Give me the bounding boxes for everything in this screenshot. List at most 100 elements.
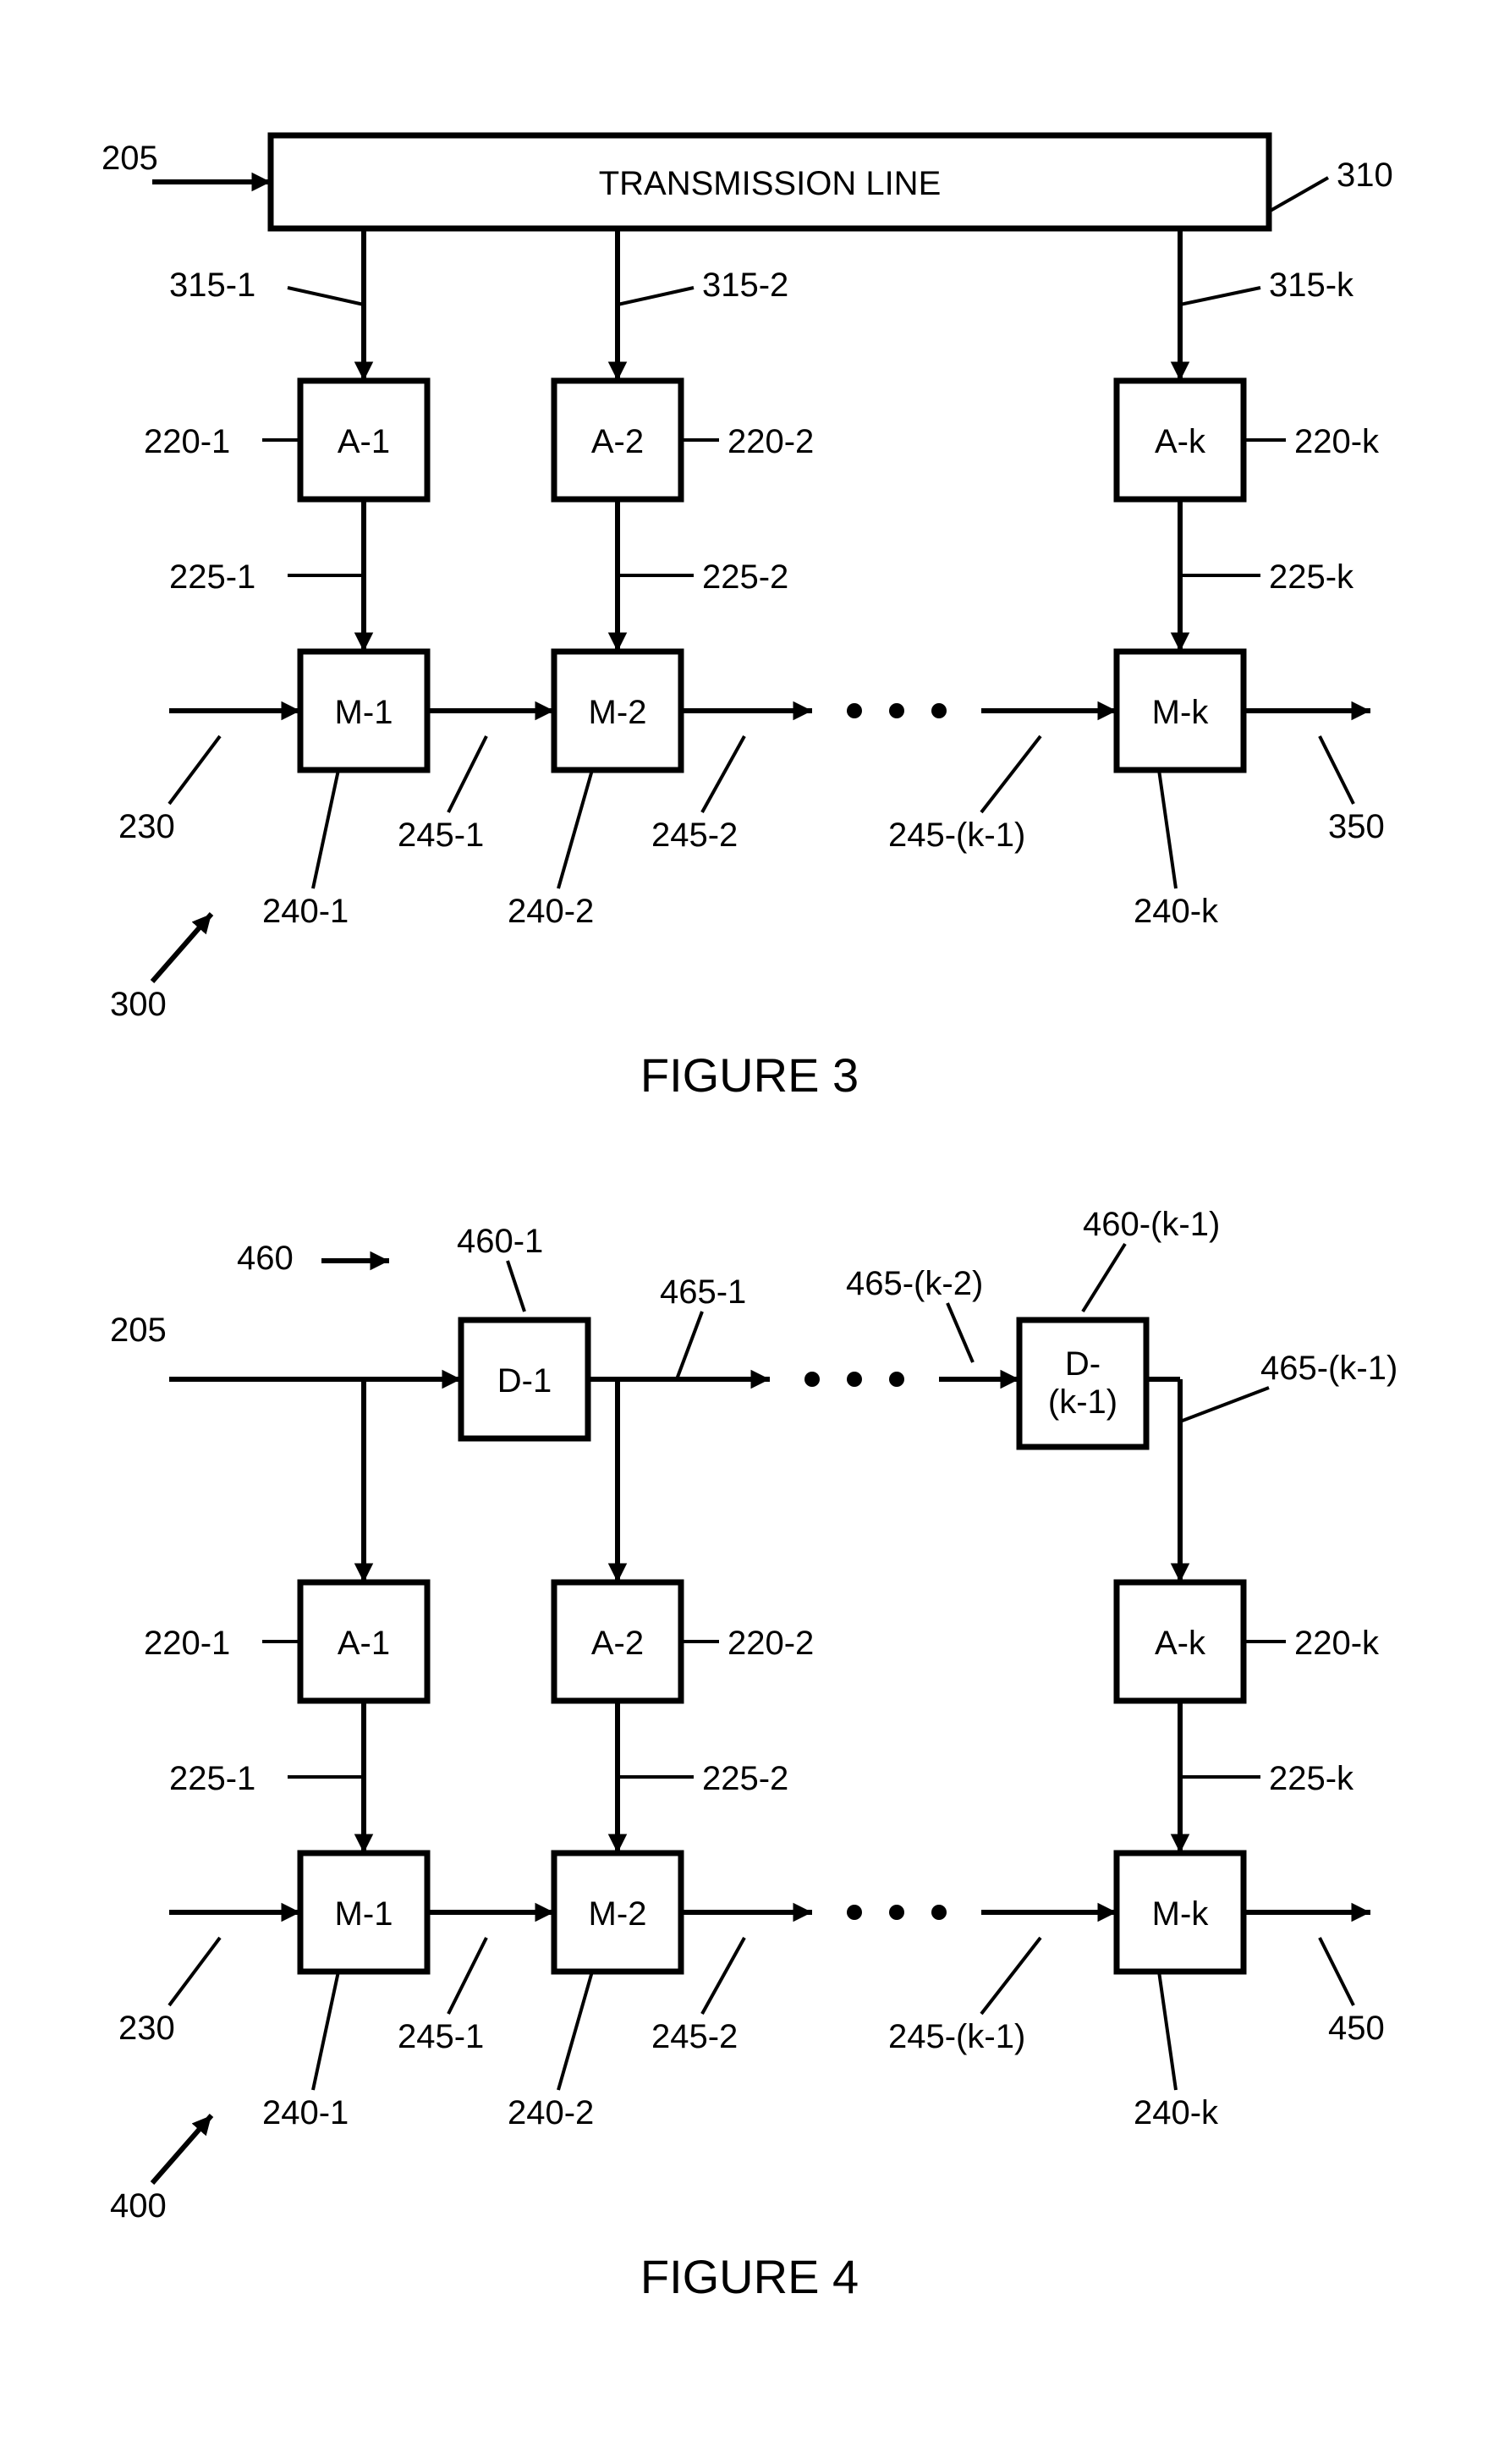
leader-245-km1 bbox=[981, 736, 1041, 812]
label-230: 230 bbox=[118, 808, 175, 845]
label-400: 400 bbox=[110, 2187, 167, 2225]
label-460-km1: 460-(k-1) bbox=[1083, 1206, 1220, 1243]
label-460-1: 460-1 bbox=[457, 1223, 543, 1260]
label-220-k-f4: 220-k bbox=[1294, 1625, 1380, 1662]
label-315-2: 315-2 bbox=[702, 267, 788, 304]
label-220-1-f4: 220-1 bbox=[144, 1625, 230, 1662]
leader-310 bbox=[1269, 178, 1328, 212]
label-315-k: 315-k bbox=[1269, 267, 1354, 304]
figure-3: TRANSMISSION LINE 205 310 315-1 315-2 31… bbox=[102, 135, 1393, 1102]
label-245-1-f4: 245-1 bbox=[398, 2018, 484, 2055]
leader-240-2-f4 bbox=[558, 1972, 592, 2090]
label-245-1: 245-1 bbox=[398, 817, 484, 854]
label-240-1: 240-1 bbox=[262, 893, 349, 930]
dots-m-1-f4 bbox=[847, 1905, 862, 1920]
label-220-2: 220-2 bbox=[728, 423, 814, 460]
leader-350 bbox=[1320, 736, 1353, 804]
leader-465-km1 bbox=[1180, 1388, 1269, 1422]
leader-245-1-f4 bbox=[448, 1938, 486, 2014]
leader-315-2 bbox=[618, 288, 694, 305]
box-d1-text: D-1 bbox=[497, 1362, 552, 1400]
box-mk-f4-text: M-k bbox=[1152, 1895, 1210, 1933]
box-dkm1-text2: (k-1) bbox=[1048, 1383, 1117, 1421]
label-240-k: 240-k bbox=[1134, 893, 1219, 930]
dots-m-1 bbox=[847, 703, 862, 718]
diagrams-svg: TRANSMISSION LINE 205 310 315-1 315-2 31… bbox=[0, 0, 1499, 2464]
dots-d-3 bbox=[889, 1372, 904, 1387]
box-m2-text: M-2 bbox=[589, 694, 647, 731]
leader-240-k bbox=[1159, 770, 1176, 888]
leader-240-k-f4 bbox=[1159, 1972, 1176, 2090]
leader-245-1 bbox=[448, 736, 486, 812]
dots-m-2-f4 bbox=[889, 1905, 904, 1920]
box-mk-text: M-k bbox=[1152, 694, 1210, 731]
label-245-km1-f4: 245-(k-1) bbox=[888, 2018, 1025, 2055]
arrow-300 bbox=[152, 914, 211, 982]
label-245-2-f4: 245-2 bbox=[651, 2018, 738, 2055]
label-225-k-f4: 225-k bbox=[1269, 1760, 1354, 1797]
label-245-km1: 245-(k-1) bbox=[888, 817, 1025, 854]
label-245-2: 245-2 bbox=[651, 817, 738, 854]
label-225-k: 225-k bbox=[1269, 558, 1354, 596]
label-230-f4: 230 bbox=[118, 2010, 175, 2047]
leader-465-1 bbox=[677, 1312, 702, 1379]
dots-m-2 bbox=[889, 703, 904, 718]
leader-460-1 bbox=[508, 1261, 524, 1312]
label-350: 350 bbox=[1328, 808, 1385, 845]
label-220-k: 220-k bbox=[1294, 423, 1380, 460]
box-m2-f4-text: M-2 bbox=[589, 1895, 647, 1933]
leader-465-km2 bbox=[947, 1303, 973, 1362]
label-240-k-f4: 240-k bbox=[1134, 2094, 1219, 2131]
label-465-km1: 465-(k-1) bbox=[1260, 1350, 1397, 1387]
box-ak-text: A-k bbox=[1155, 423, 1206, 460]
figure-3-caption: FIGURE 3 bbox=[640, 1048, 859, 1102]
label-205-f4: 205 bbox=[110, 1312, 167, 1349]
label-450: 450 bbox=[1328, 2010, 1385, 2047]
leader-460-km1 bbox=[1083, 1244, 1125, 1312]
label-205: 205 bbox=[102, 140, 158, 177]
box-m1-text: M-1 bbox=[335, 694, 393, 731]
label-225-1: 225-1 bbox=[169, 558, 255, 596]
label-240-1-f4: 240-1 bbox=[262, 2094, 349, 2131]
arrow-400 bbox=[152, 2115, 211, 2183]
transmission-line-label: TRANSMISSION LINE bbox=[599, 165, 942, 202]
box-dkm1-text1: D- bbox=[1065, 1345, 1101, 1383]
figure-4-caption: FIGURE 4 bbox=[640, 2250, 859, 2303]
box-a1-text: A-1 bbox=[338, 423, 390, 460]
label-460: 460 bbox=[237, 1240, 294, 1277]
label-240-2: 240-2 bbox=[508, 893, 594, 930]
leader-245-km1-f4 bbox=[981, 1938, 1041, 2014]
leader-240-1 bbox=[313, 770, 338, 888]
leader-230 bbox=[169, 736, 220, 804]
label-465-km2: 465-(k-2) bbox=[846, 1265, 983, 1302]
leader-315-k bbox=[1180, 288, 1260, 305]
box-a1-f4-text: A-1 bbox=[338, 1625, 390, 1662]
dots-d-1 bbox=[804, 1372, 820, 1387]
label-300: 300 bbox=[110, 986, 167, 1023]
box-a2-text: A-2 bbox=[591, 423, 644, 460]
leader-230-f4 bbox=[169, 1938, 220, 2005]
box-a2-f4-text: A-2 bbox=[591, 1625, 644, 1662]
dots-d-2 bbox=[847, 1372, 862, 1387]
leader-240-1-f4 bbox=[313, 1972, 338, 2090]
leader-245-2-f4 bbox=[702, 1938, 744, 2014]
leader-240-2 bbox=[558, 770, 592, 888]
label-225-1-f4: 225-1 bbox=[169, 1760, 255, 1797]
leader-315-1 bbox=[288, 288, 364, 305]
label-465-1: 465-1 bbox=[660, 1273, 746, 1311]
page: TRANSMISSION LINE 205 310 315-1 315-2 31… bbox=[0, 0, 1499, 2464]
label-220-1: 220-1 bbox=[144, 423, 230, 460]
label-240-2-f4: 240-2 bbox=[508, 2094, 594, 2131]
leader-450 bbox=[1320, 1938, 1353, 2005]
leader-245-2 bbox=[702, 736, 744, 812]
label-225-2: 225-2 bbox=[702, 558, 788, 596]
label-315-1: 315-1 bbox=[169, 267, 255, 304]
figure-4: 460 460-1 460-(k-1) 205 D-1 D- (k-1) 465… bbox=[110, 1206, 1397, 2303]
label-220-2-f4: 220-2 bbox=[728, 1625, 814, 1662]
box-m1-f4-text: M-1 bbox=[335, 1895, 393, 1933]
label-225-2-f4: 225-2 bbox=[702, 1760, 788, 1797]
label-310: 310 bbox=[1337, 157, 1393, 194]
dots-m-3-f4 bbox=[931, 1905, 947, 1920]
dots-m-3 bbox=[931, 703, 947, 718]
box-ak-f4-text: A-k bbox=[1155, 1625, 1206, 1662]
